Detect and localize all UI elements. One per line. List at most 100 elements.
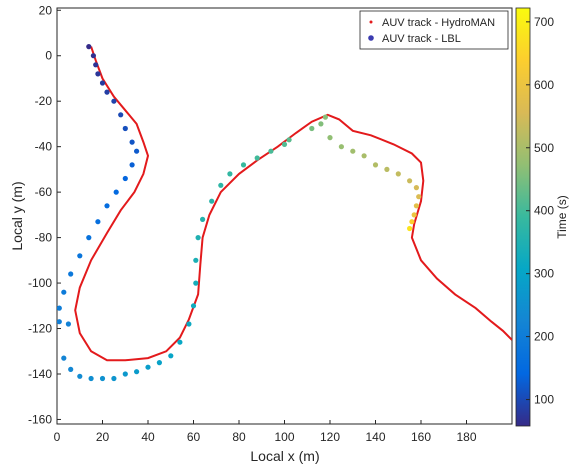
series-line-hydroman: [74, 46, 512, 362]
y-tick-label: -80: [35, 231, 53, 245]
lbl-point: [409, 219, 415, 225]
lbl-point: [129, 162, 135, 168]
x-tick-label: 80: [232, 430, 246, 444]
y-tick-label: -120: [28, 322, 52, 336]
x-tick-label: 140: [365, 430, 385, 444]
y-tick-label: -100: [28, 276, 52, 290]
plot-area: [56, 7, 513, 425]
x-tick-label: 0: [54, 430, 61, 444]
x-tick-label: 100: [274, 430, 294, 444]
y-tick-label: -20: [35, 94, 53, 108]
lbl-point: [186, 321, 192, 327]
y-tick-label: -40: [35, 140, 53, 154]
x-tick-label: 120: [320, 430, 340, 444]
lbl-point: [190, 303, 197, 309]
lbl-point: [68, 271, 74, 277]
y-axis-ticks: 20 0 -20 -40 -60 -80 -100 -120 -140 -160: [28, 3, 61, 426]
colorbar-tick-label: 600: [534, 78, 554, 92]
lbl-point: [254, 155, 260, 161]
lbl-point: [227, 171, 233, 177]
lbl-point: [93, 62, 99, 68]
legend-marker-hydroman: [369, 20, 373, 24]
lbl-point: [407, 178, 413, 184]
legend: AUV track - HydroMAN AUV track - LBL: [359, 10, 509, 50]
lbl-point: [193, 280, 199, 286]
lbl-point: [99, 375, 106, 382]
lbl-point: [61, 289, 67, 295]
lbl-point: [134, 148, 140, 154]
lbl-point: [122, 175, 128, 182]
lbl-point: [322, 114, 328, 120]
x-axis-ticks: 0 20 40 60 80 100 120 140 160 180: [54, 420, 477, 444]
lbl-point: [168, 353, 174, 359]
x-tick-label: 60: [187, 430, 201, 444]
lbl-point: [338, 144, 344, 150]
lbl-point: [99, 80, 106, 86]
lbl-point: [384, 166, 390, 172]
lbl-point: [395, 171, 401, 177]
lbl-point: [218, 182, 224, 188]
lbl-point: [407, 225, 413, 232]
lbl-point: [122, 125, 128, 132]
lbl-point: [309, 125, 315, 132]
lbl-point: [372, 162, 379, 168]
lbl-point: [88, 375, 94, 382]
lbl-point: [113, 189, 119, 195]
y-tick-label: -160: [28, 412, 52, 426]
lbl-point: [413, 185, 419, 191]
colorbar-tick-label: 300: [534, 267, 554, 281]
x-tick-label: 20: [96, 430, 110, 444]
y-tick-label: 0: [45, 49, 52, 63]
lbl-point: [77, 253, 83, 259]
lbl-point: [86, 235, 92, 241]
x-tick-label: 160: [411, 430, 431, 444]
lbl-point: [327, 135, 333, 141]
lbl-point: [200, 216, 206, 222]
lbl-point: [57, 305, 62, 311]
colorbar-tick-label: 500: [534, 141, 554, 155]
y-tick-label: 20: [39, 3, 53, 17]
lbl-point: [111, 98, 117, 104]
x-tick-label: 180: [456, 430, 476, 444]
legend-box: [359, 10, 509, 50]
lbl-point: [177, 339, 183, 345]
colorbar-tick-label: 100: [534, 393, 554, 407]
colorbar: 100 200 300 400 500 600 700 Time (s): [515, 7, 569, 427]
y-tick-label: -140: [28, 367, 52, 381]
lbl-point: [57, 319, 62, 325]
lbl-point: [413, 203, 419, 209]
lbl-point: [68, 366, 74, 372]
lbl-point: [86, 44, 92, 50]
y-axis-label: Local y (m): [9, 181, 25, 250]
colorbar-ticks: 100 200 300 400 500 600 700: [526, 15, 554, 407]
lbl-point: [61, 355, 67, 361]
lbl-point: [77, 373, 83, 379]
lbl-point: [122, 371, 128, 377]
colorbar-label: Time (s): [555, 195, 569, 239]
legend-label-hydroman: AUV track - HydroMAN: [382, 17, 495, 29]
lbl-point: [95, 71, 101, 77]
series-lbl-points: [57, 44, 422, 382]
legend-label-lbl: AUV track - LBL: [382, 33, 461, 45]
lbl-point: [104, 203, 110, 209]
y-tick-label: -60: [35, 185, 53, 199]
colorbar-tick-label: 700: [534, 15, 554, 29]
lbl-point: [90, 53, 96, 59]
lbl-point: [350, 148, 356, 154]
lbl-point: [318, 121, 324, 127]
lbl-point: [286, 137, 292, 143]
colorbar-gradient: [515, 7, 531, 427]
lbl-point: [416, 194, 422, 200]
lbl-point: [193, 257, 199, 263]
lbl-point: [129, 139, 135, 145]
lbl-point: [65, 321, 71, 327]
lbl-point: [361, 153, 367, 159]
x-axis-label: Local x (m): [250, 448, 319, 464]
lbl-point: [156, 360, 162, 366]
lbl-point: [134, 369, 140, 375]
colorbar-tick-label: 400: [534, 204, 554, 218]
lbl-point: [111, 375, 117, 382]
lbl-point: [411, 212, 417, 218]
lbl-point: [268, 148, 274, 154]
